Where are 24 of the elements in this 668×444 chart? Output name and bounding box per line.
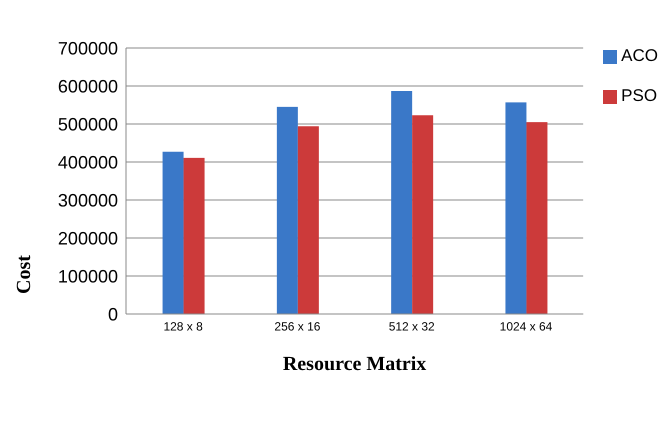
y-tick-label: 200000 bbox=[58, 228, 118, 248]
x-axis-title: Resource Matrix bbox=[282, 353, 426, 376]
bar bbox=[391, 90, 412, 314]
x-tick-label: 512 x 32 bbox=[388, 320, 436, 334]
y-axis-title: Cost bbox=[13, 254, 35, 294]
bar bbox=[298, 126, 319, 314]
legend-label: ACO bbox=[621, 46, 658, 65]
y-tick-label: 0 bbox=[108, 304, 118, 324]
y-tick-label: 100000 bbox=[58, 266, 118, 286]
y-tick-label: 400000 bbox=[58, 152, 118, 172]
bar bbox=[276, 106, 298, 314]
bar bbox=[526, 122, 548, 314]
y-tick-label: 300000 bbox=[58, 190, 118, 210]
x-tick-label: 128 x 8 bbox=[163, 320, 204, 334]
bar bbox=[412, 115, 434, 314]
bar bbox=[505, 102, 526, 314]
x-tick-label: 256 x 16 bbox=[274, 320, 321, 334]
legend-label: PSO bbox=[621, 86, 658, 105]
x-tick-label: 1024 x 64 bbox=[500, 320, 553, 334]
bar bbox=[162, 152, 184, 314]
y-tick-label: 500000 bbox=[58, 114, 118, 134]
bar bbox=[184, 158, 205, 314]
y-tick-label: 700000 bbox=[58, 38, 118, 58]
y-tick-label: 600000 bbox=[58, 76, 118, 96]
